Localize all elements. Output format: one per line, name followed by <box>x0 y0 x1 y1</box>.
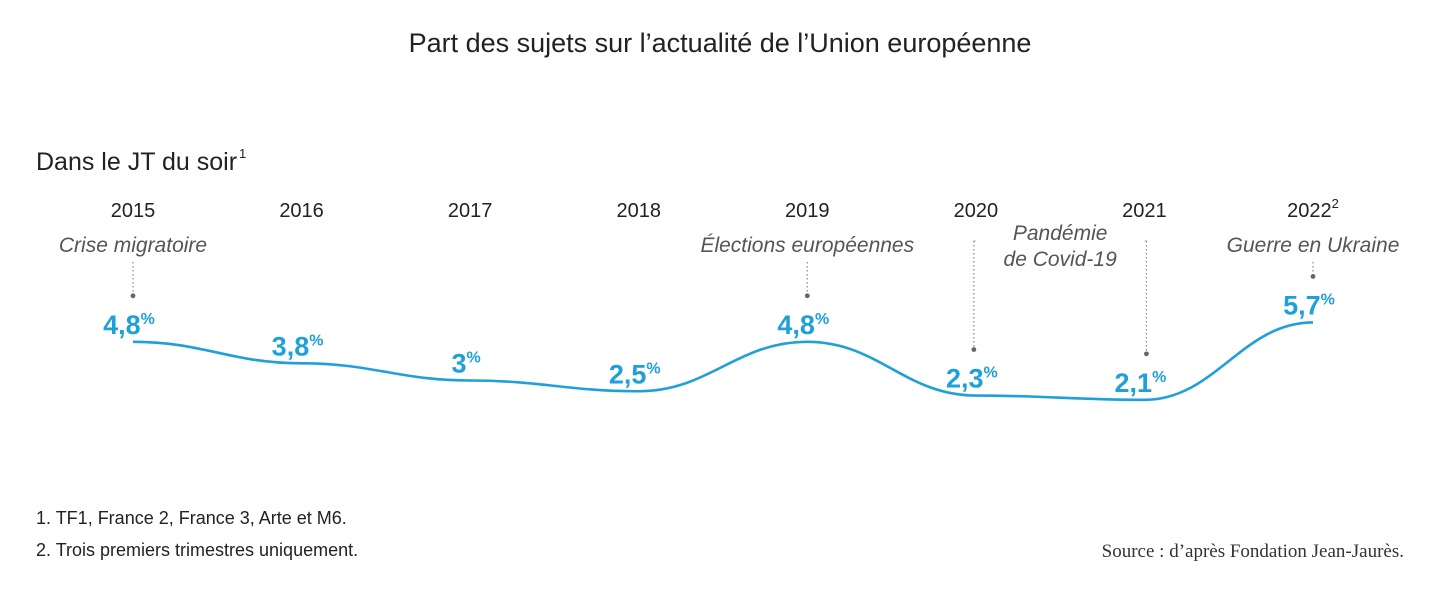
data-label-unit: % <box>1321 291 1335 308</box>
event-annotation-3: Pandémie de Covid-19 <box>971 222 1149 357</box>
data-label-value: 4,8% <box>103 310 155 340</box>
data-label-unit: % <box>1152 369 1166 386</box>
x-axis-years: 2015 2016 2017 2018 2019 2020 2021 20222 <box>111 196 1339 222</box>
chart-subtitle-sup: 1 <box>239 146 246 161</box>
data-label-value: 2,5% <box>609 359 661 389</box>
chart-subtitle: Dans le JT du soir 1 <box>36 146 246 176</box>
year-label-2015: 2015 <box>111 200 156 222</box>
event-annotation-1: Crise migratoire <box>59 234 207 299</box>
data-label-unit: % <box>309 332 323 349</box>
data-label-unit: % <box>815 311 829 328</box>
data-label-number: 4,8 <box>103 310 141 340</box>
data-label-value: 3,8% <box>272 331 324 361</box>
year-label-sup: 2 <box>1332 196 1339 211</box>
chart-subtitle-text: Dans le JT du soir <box>36 148 237 176</box>
data-label-2017: 3% <box>452 349 481 379</box>
data-label-2018: 2,5% <box>609 359 661 389</box>
data-label-number: 3 <box>452 349 467 379</box>
data-label-number: 2,1 <box>1115 368 1153 398</box>
data-label-number: 3,8 <box>272 331 310 361</box>
year-label-2019: 2019 <box>785 200 830 222</box>
event-dot <box>971 347 977 352</box>
event-label: Pandémie de Covid-19 <box>1004 222 1118 271</box>
data-labels: 4,8%3,8%3%2,5%4,8%2,3% 2,1%5,7% <box>103 290 1335 397</box>
event-dot <box>130 293 136 299</box>
year-label-text: 2020 <box>954 200 999 222</box>
data-label-value: 5,7% <box>1283 290 1335 320</box>
year-label-2017: 2017 <box>448 200 493 222</box>
chart-title: Part des sujets sur l’actualité de l’Uni… <box>409 28 1032 58</box>
footnote-1: 1. TF1, France 2, France 3, Arte et M6. <box>36 508 347 528</box>
data-label-value: 2,3% <box>946 364 998 394</box>
data-label-2020: 2,3% <box>946 364 998 394</box>
event-annotations: Crise migratoire Élections européennes Pan… <box>59 222 1400 357</box>
source-note: Source : d’après Fondation Jean-Jaurès. <box>1102 541 1404 562</box>
event-label: Crise migratoire <box>59 234 207 257</box>
year-label-2022: 20222 <box>1287 196 1339 222</box>
data-label-unit: % <box>984 365 998 382</box>
event-label-line: de Covid-19 <box>1004 248 1118 271</box>
data-label-unit: % <box>646 360 660 377</box>
data-label-unit: % <box>141 311 155 328</box>
event-label-line: Pandémie <box>1013 222 1108 245</box>
data-label-value: 2,1% <box>1115 368 1167 398</box>
event-annotation-4: Guerre en Ukraine <box>1227 234 1400 279</box>
data-label-number: 2,5 <box>609 359 647 389</box>
series-line <box>132 321 1314 402</box>
year-label-2018: 2018 <box>616 200 661 222</box>
data-label-number: 2,3 <box>946 364 984 394</box>
event-annotation-2: Élections européennes <box>700 234 915 299</box>
data-label-2022: 5,7% <box>1283 290 1335 320</box>
year-label-2016: 2016 <box>279 200 324 222</box>
data-label-2021: 2,1% <box>1115 368 1167 398</box>
year-label-text: 2018 <box>616 200 661 222</box>
data-label-2016: 3,8% <box>272 331 324 361</box>
year-label-text: 2016 <box>279 200 324 222</box>
data-label-number: 4,8 <box>777 310 815 340</box>
year-label-text: 2019 <box>785 200 830 222</box>
data-label-2019: 4,8% <box>777 310 829 340</box>
year-label-text: 2022 <box>1287 200 1332 222</box>
year-label-text: 2017 <box>448 200 493 222</box>
footnote-2: 2. Trois premiers trimestres uniquement. <box>36 540 358 560</box>
year-label-2020: 2020 <box>954 200 999 222</box>
event-dot <box>804 293 810 299</box>
data-label-value: 4,8% <box>777 310 829 340</box>
year-label-2021: 2021 <box>1122 200 1167 222</box>
data-label-value: 3% <box>452 349 481 379</box>
event-label: Guerre en Ukraine <box>1227 234 1400 257</box>
data-label-unit: % <box>467 350 481 367</box>
year-label-text: 2021 <box>1122 200 1167 222</box>
data-label-2015: 4,8% <box>103 310 155 340</box>
event-dot <box>1310 274 1316 279</box>
event-dot <box>1144 351 1149 357</box>
year-label-text: 2015 <box>111 200 156 222</box>
event-label: Élections européennes <box>700 234 914 257</box>
data-label-number: 5,7 <box>1283 290 1321 320</box>
